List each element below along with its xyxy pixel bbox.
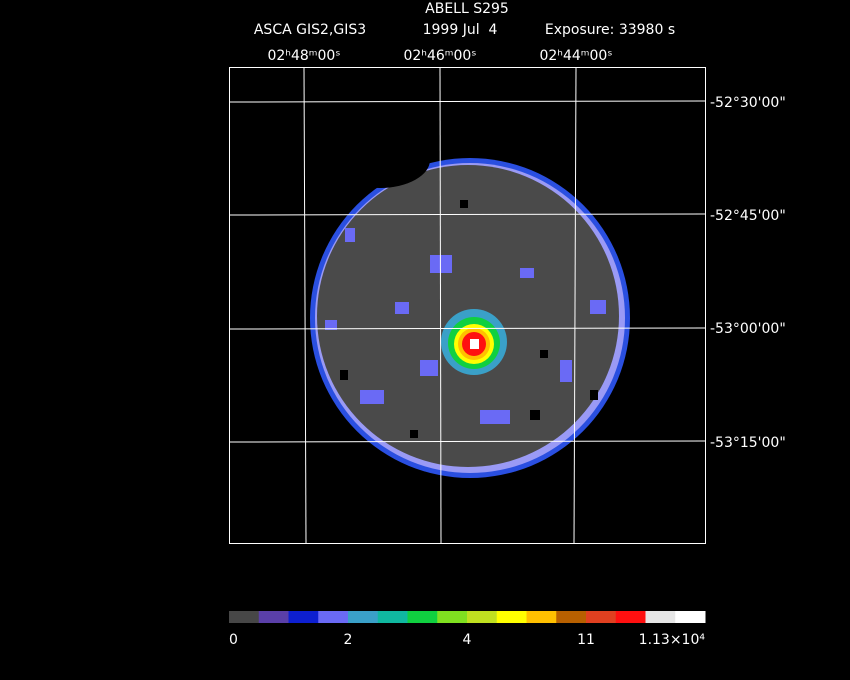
xray-image bbox=[310, 110, 700, 478]
colorbar-label: 4 bbox=[463, 632, 472, 648]
colorbar-segment bbox=[318, 611, 349, 623]
colorbar-label: 1.13×10⁴ bbox=[639, 632, 706, 648]
frame bbox=[229, 67, 706, 544]
colorbar-segment bbox=[229, 611, 260, 623]
dec-label: -52°30'00" bbox=[710, 95, 786, 111]
dec-label: -53°00'00" bbox=[710, 321, 786, 337]
instrument: ASCA GIS2,GIS3 bbox=[254, 22, 366, 38]
colorbar-segment bbox=[615, 611, 646, 623]
grid-line bbox=[228, 327, 706, 330]
cutout bbox=[580, 110, 700, 230]
blue-patches bbox=[325, 228, 606, 424]
colorbar-label: 11 bbox=[577, 632, 595, 648]
colorbar-segment bbox=[675, 611, 706, 623]
colorbar-segment bbox=[437, 611, 468, 623]
colorbar-segment bbox=[645, 611, 676, 623]
coordinate-labels: 02ʰ48ᵐ00ˢ 02ʰ46ᵐ00ˢ 02ʰ44ᵐ00ˢ -52°30'00" -52… bbox=[267, 48, 785, 451]
cutout bbox=[330, 132, 430, 188]
colorbar-segment bbox=[377, 611, 408, 623]
holes bbox=[340, 200, 598, 438]
colorbar-segment bbox=[407, 611, 438, 623]
ra-label: 02ʰ46ᵐ00ˢ bbox=[403, 48, 476, 64]
grid-line bbox=[228, 440, 706, 443]
title: ABELL S295 bbox=[425, 1, 509, 17]
ra-label: 02ʰ48ᵐ00ˢ bbox=[267, 48, 340, 64]
grid-line bbox=[303, 67, 307, 544]
grid-line bbox=[439, 67, 442, 544]
date: 1999 Jul 4 bbox=[423, 22, 498, 38]
grid-line bbox=[228, 213, 706, 216]
colorbar-segment bbox=[467, 611, 498, 623]
colorbar-segment bbox=[556, 611, 587, 623]
source-peak bbox=[470, 339, 479, 349]
grid-line bbox=[573, 67, 577, 544]
grid bbox=[228, 67, 706, 544]
grid-line bbox=[228, 100, 706, 103]
exposure: Exposure: 33980 s bbox=[545, 22, 675, 38]
colorbar-segment bbox=[586, 611, 617, 623]
colorbar-segment bbox=[258, 611, 289, 623]
colorbar-segment bbox=[526, 611, 557, 623]
ra-label: 02ʰ44ᵐ00ˢ bbox=[539, 48, 612, 64]
colorbar-label: 0 bbox=[229, 632, 238, 648]
colorbar-label: 2 bbox=[344, 632, 353, 648]
colorbar-segment bbox=[496, 611, 527, 623]
colorbar-segment bbox=[348, 611, 379, 623]
dec-label: -52°45'00" bbox=[710, 208, 786, 224]
colorbar-segment bbox=[288, 611, 319, 623]
colorbar: 0 2 4 11 1.13×10⁴ bbox=[229, 611, 706, 648]
dec-label: -53°15'00" bbox=[710, 435, 786, 451]
